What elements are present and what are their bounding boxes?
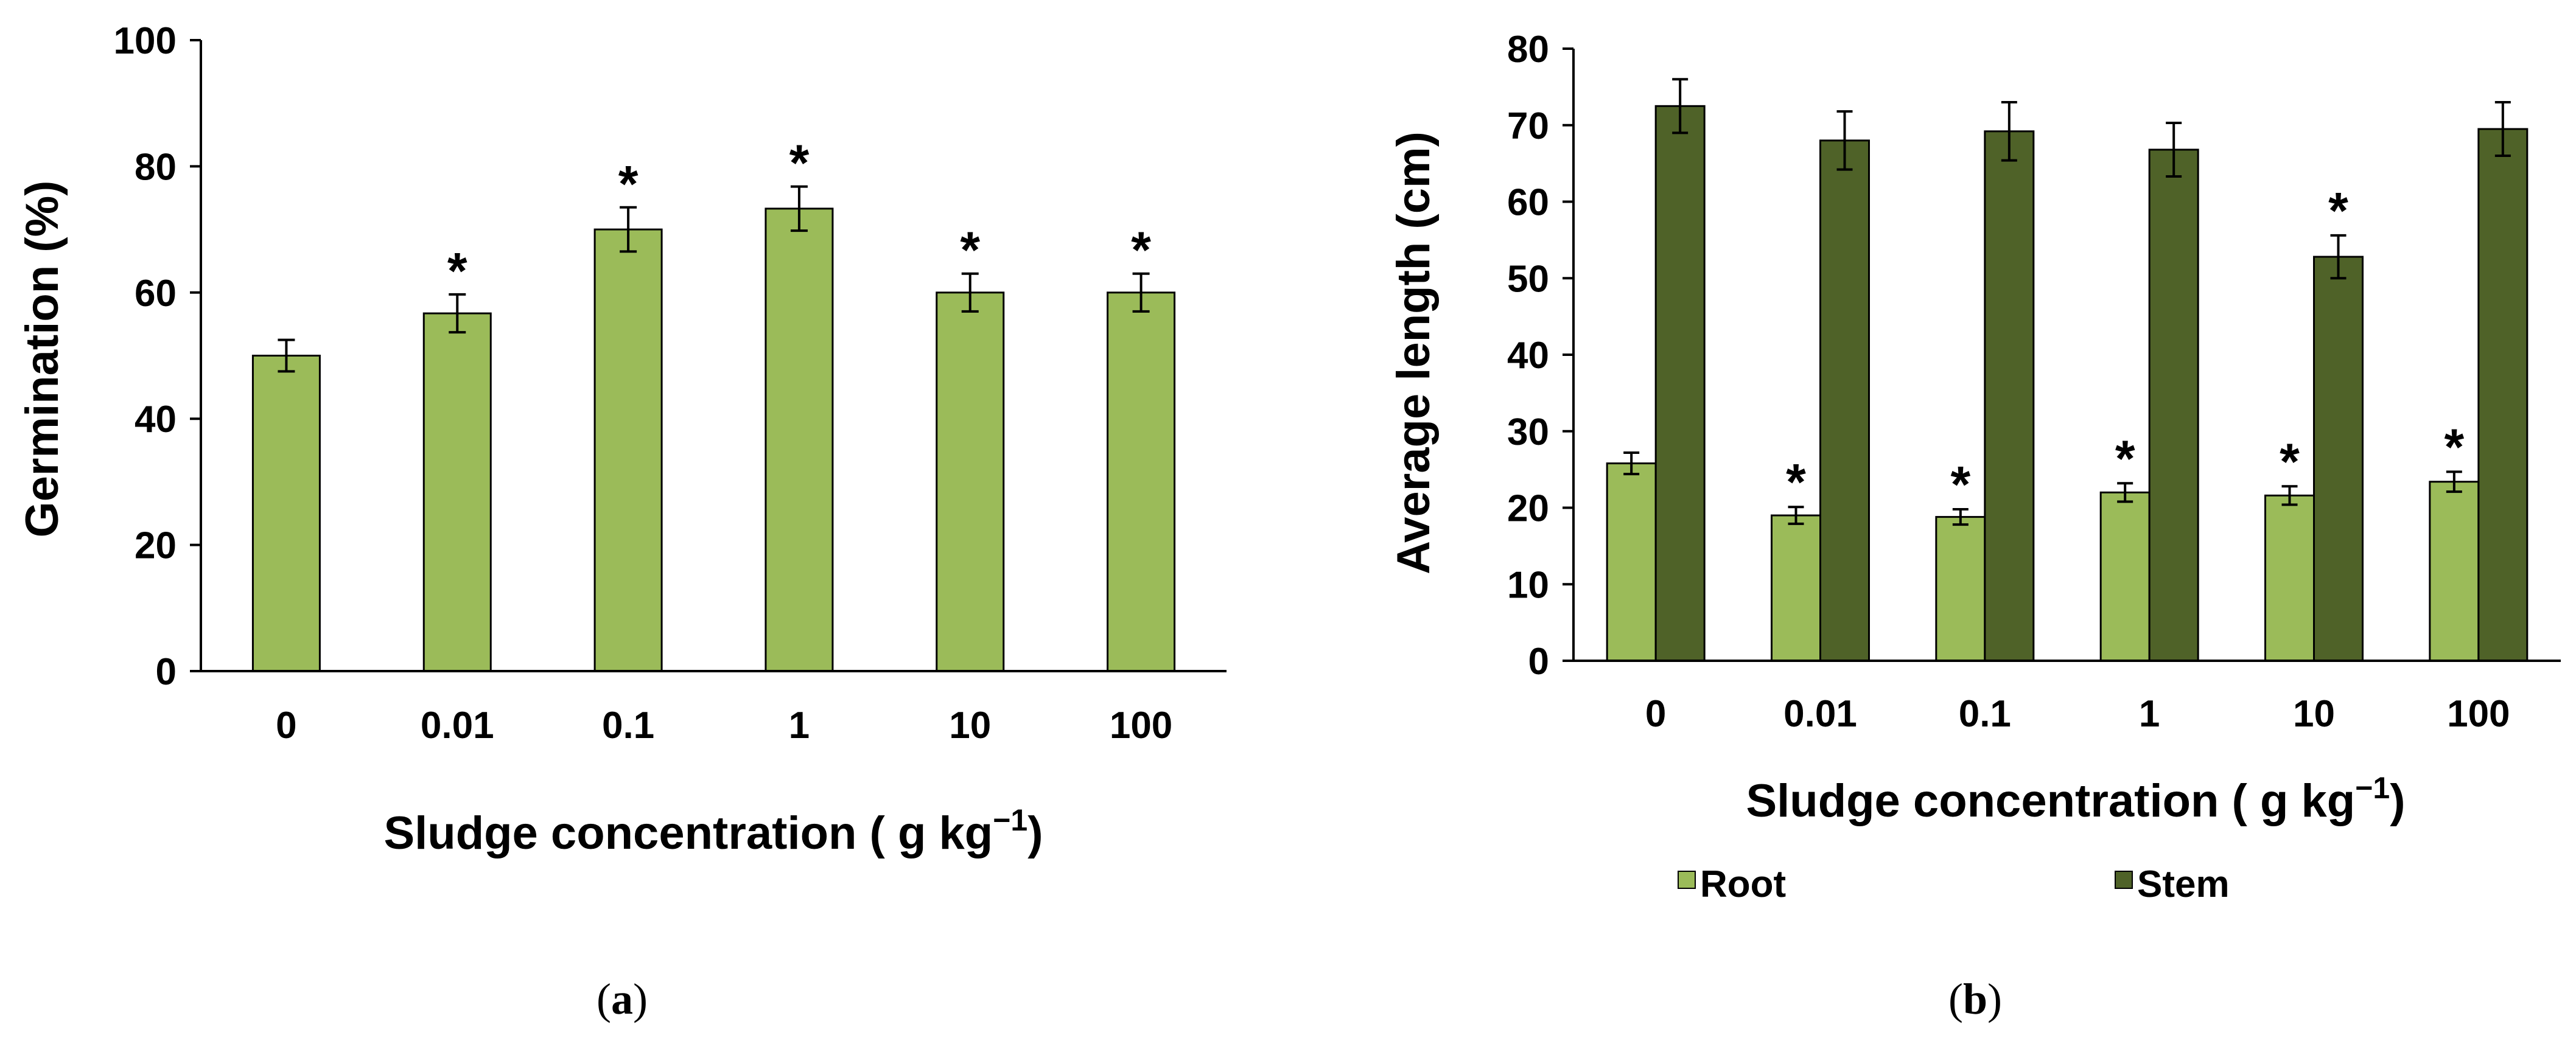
panel-a-y-axis-title: Germination (%) xyxy=(16,181,68,538)
panel-b-caption: (b) xyxy=(1948,975,2002,1023)
legend-root-swatch xyxy=(1678,871,1696,889)
panel-b-root-bar xyxy=(1935,516,1986,662)
panel-b-y-tick-label: 50 xyxy=(1507,258,1549,300)
legend-stem-swatch xyxy=(2115,871,2133,889)
panel-b-root-bar xyxy=(1771,514,1821,662)
panel-b-y-ticks: 0 10 20 30 40 50 60 70 80 xyxy=(1507,29,1573,683)
panel-b-y-tick-label: 80 xyxy=(1507,29,1549,71)
panel-b-root-bar xyxy=(1606,462,1657,662)
panel-a-y-tick-label: 40 xyxy=(135,399,177,441)
panel-b-stem-bar xyxy=(1819,139,1870,662)
panel-b-bars: * * * * * * xyxy=(1606,78,2529,662)
panel-a-bars: * * * * * xyxy=(251,134,1176,672)
panel-b-x-tick-label: 10 xyxy=(2293,693,2335,735)
panel-b-stem-bar xyxy=(2477,128,2529,662)
panel-a-x-axis-title: Sludge concentration ( g kg−1) xyxy=(383,803,1043,859)
panel-a-significance-marker: * xyxy=(960,221,980,279)
panel-a-x-tick-label: 0.01 xyxy=(421,705,494,747)
panel-b-root-bar xyxy=(2099,491,2151,662)
panel-a-y-tick-label: 100 xyxy=(114,20,177,62)
panel-b-root-bar xyxy=(2429,481,2480,662)
panel-b-significance-marker: * xyxy=(1950,456,1970,513)
panel-b-significance-marker: * xyxy=(2115,430,2135,487)
panel-a-x-tick-label: 1 xyxy=(789,705,810,747)
legend-stem-label: Stem xyxy=(2137,863,2230,905)
panel-a-x-tick-label: 100 xyxy=(1110,705,1172,747)
panel-a-bar xyxy=(765,207,834,672)
panel-a-significance-marker: * xyxy=(618,155,639,212)
panel-b-y-tick-label: 30 xyxy=(1507,411,1549,453)
panel-a-bar xyxy=(593,228,663,672)
panel-b-x-axis-title: Sludge concentration ( g kg−1) xyxy=(1746,771,2405,827)
panel-b-x-tick-label: 0 xyxy=(1645,693,1666,735)
panel-a-y-tick-label: 60 xyxy=(135,273,177,315)
panel-a-y-tick-label: 0 xyxy=(156,651,177,693)
panel-a-significance-marker: * xyxy=(1131,221,1151,279)
panel-a-significance-marker: * xyxy=(789,134,810,192)
panel-b-y-tick-label: 0 xyxy=(1528,641,1549,683)
panel-a-caption: (a) xyxy=(597,975,648,1023)
panel-a-y-tick-label: 20 xyxy=(135,525,177,567)
panel-b-significance-marker: * xyxy=(2444,418,2464,475)
panel-b-y-tick-label: 70 xyxy=(1507,105,1549,147)
panel-b-y-tick-label: 40 xyxy=(1507,335,1549,377)
panel-b-stem-bar xyxy=(1984,130,2035,662)
panel-b-y-axis-title: Average length (cm) xyxy=(1388,131,1440,574)
panel-a-germination-chart: 0 20 40 60 80 100 * * * * * 0 0.01 0.1 1 10 100 Germin… xyxy=(16,20,1227,1023)
panel-b-x-tick-labels: 0 0.01 0.1 1 10 100 xyxy=(1645,693,2510,735)
panel-b-x-tick-label: 0.01 xyxy=(1783,693,1857,735)
panel-b-x-tick-label: 0.1 xyxy=(1959,693,2011,735)
panel-b-y-tick-label: 20 xyxy=(1507,488,1549,530)
panel-a-bar xyxy=(251,355,321,672)
panel-a-bar xyxy=(422,312,492,672)
panel-b-stem-bar xyxy=(1654,105,1706,662)
panel-a-bar xyxy=(936,291,1005,672)
panel-b-significance-marker: * xyxy=(2280,433,2300,490)
panel-a-x-tick-label: 10 xyxy=(949,705,991,747)
panel-b-y-tick-label: 60 xyxy=(1507,182,1549,224)
panel-b-x-tick-label: 1 xyxy=(2139,693,2160,735)
panel-b-stem-bar xyxy=(2313,256,2364,662)
panel-b-significance-marker: * xyxy=(2328,182,2348,239)
panel-b-x-tick-label: 100 xyxy=(2447,693,2510,735)
panel-a-x-tick-label: 0.1 xyxy=(602,705,654,747)
panel-b-root-bar xyxy=(2264,494,2315,662)
legend-root-label: Root xyxy=(1700,863,1786,905)
panel-a-y-ticks: 0 20 40 60 80 100 xyxy=(114,20,201,693)
panel-a-significance-marker: * xyxy=(447,242,467,299)
panel-b-legend: Root Stem xyxy=(1678,863,2230,905)
panel-b-y-tick-label: 10 xyxy=(1507,564,1549,606)
panel-b-stem-bar xyxy=(2148,148,2199,662)
panel-a-x-tick-labels: 0 0.01 0.1 1 10 100 xyxy=(276,705,1172,747)
panel-a-x-tick-label: 0 xyxy=(276,705,296,747)
panel-b-significance-marker: * xyxy=(1786,453,1806,510)
panel-a-bar xyxy=(1107,291,1176,672)
panel-a-y-tick-label: 80 xyxy=(135,146,177,188)
